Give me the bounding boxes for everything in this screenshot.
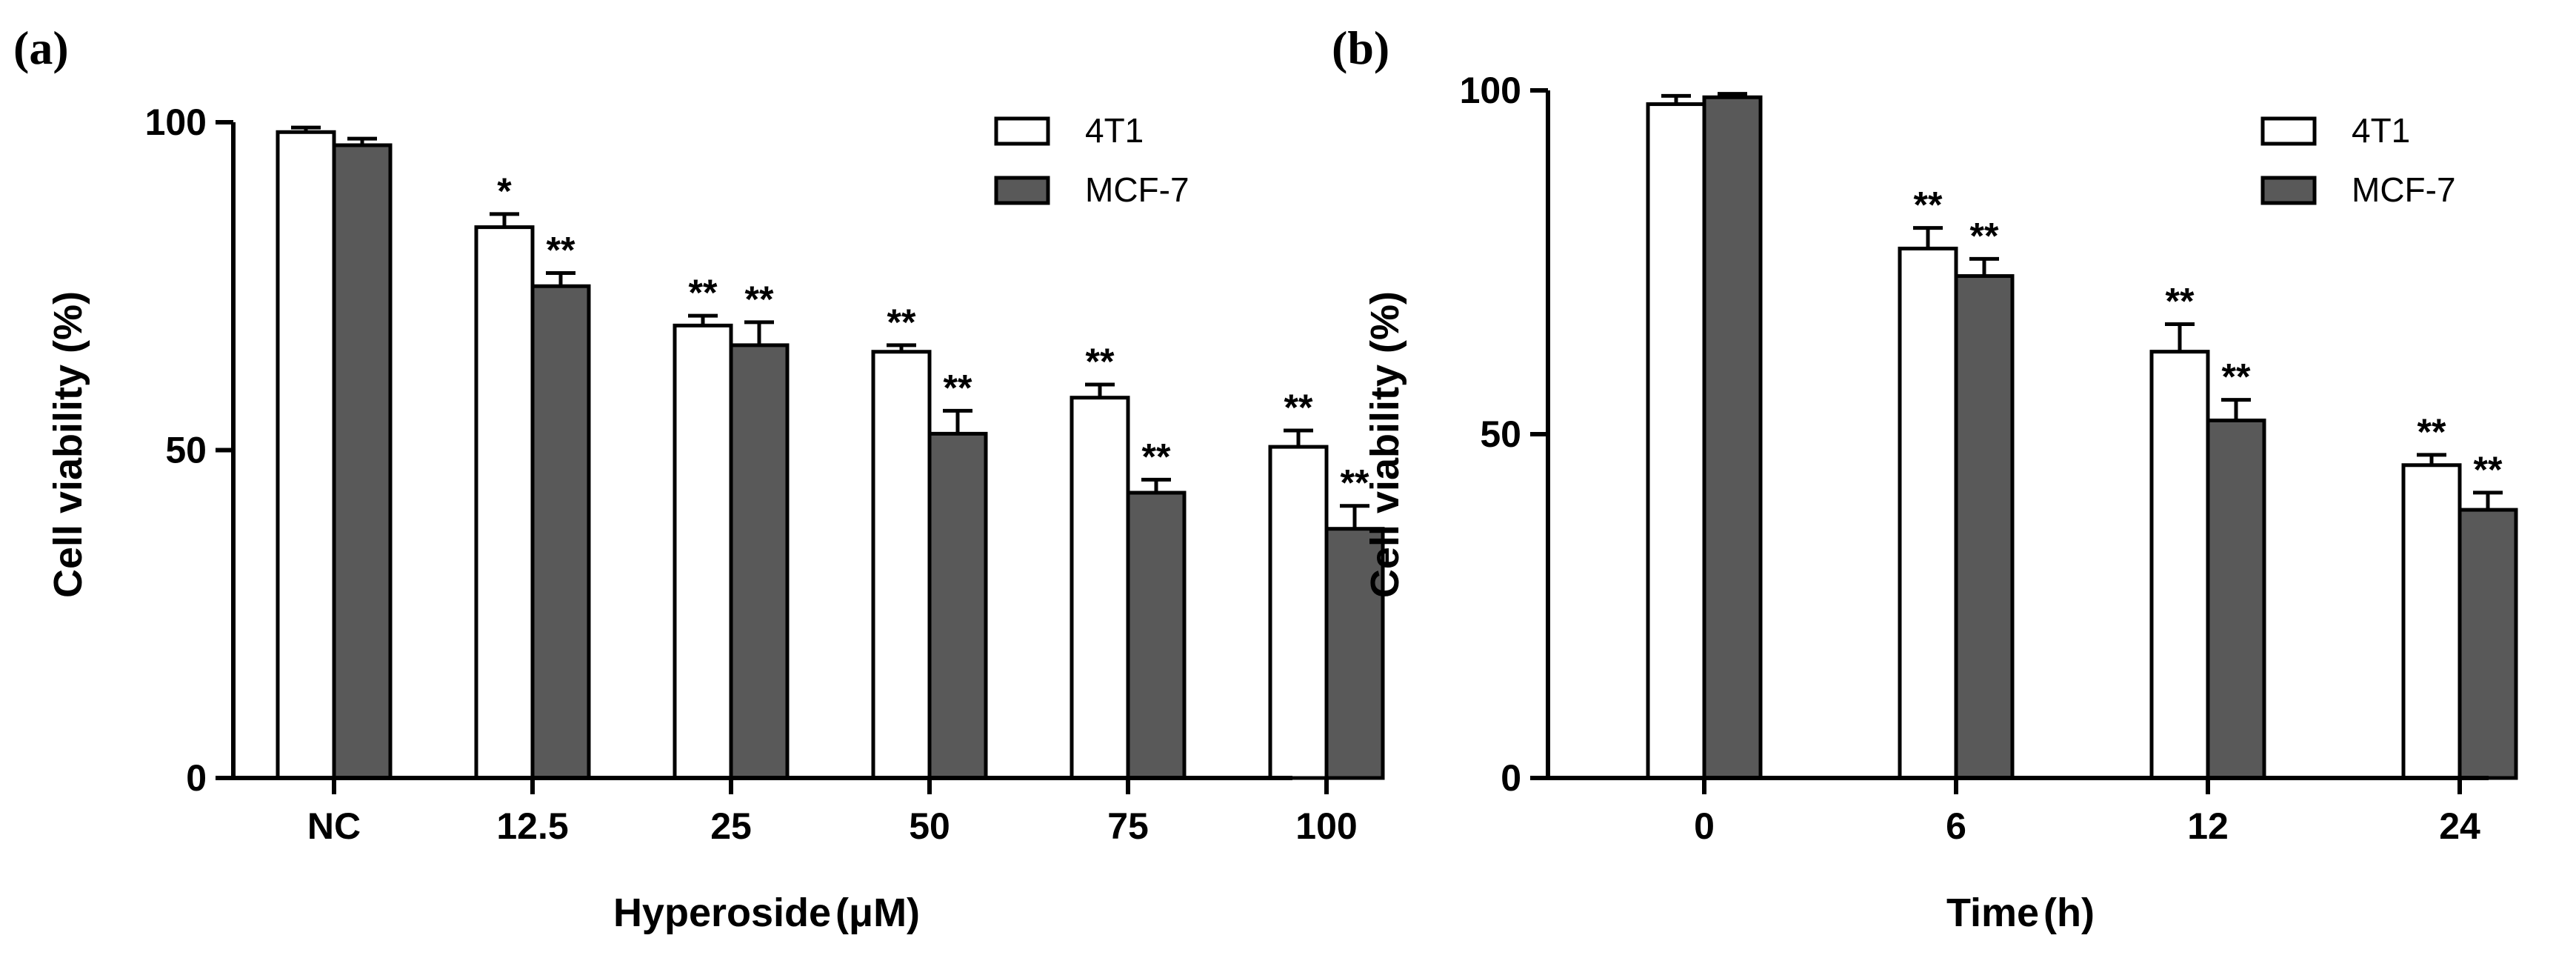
panel-a-y-axis-title: Cell viability (%) [46, 291, 90, 598]
panel-a-bar-mcf-7-3 [927, 431, 988, 780]
panel-b-significance-4t1-1: ** [1914, 184, 1943, 226]
panel-a-significance-4t1-3: ** [887, 302, 916, 343]
panel-b-bar-mcf-7-1 [1954, 274, 2015, 780]
panel-a-bar-4t1-0 [276, 130, 336, 780]
panel-a-y-tick-label-1: 50 [165, 430, 207, 471]
panel-a-x-tick-label-1: 12.5 [496, 805, 568, 847]
panel-b-x-axis-title-name: Time [1946, 891, 2039, 935]
panel-b-x-tick-label-1: 6 [1946, 805, 1966, 847]
panel-b-bar-mcf-7-2 [2206, 418, 2266, 780]
panel-a-significance-mcf-7-1: ** [547, 230, 575, 271]
panel-a-significance-mcf-7-4: ** [1142, 436, 1171, 477]
panel-b-bar-4t1-0 [1646, 102, 1706, 780]
panel-b-significance-mcf-7-1: ** [1970, 215, 1999, 256]
panel-b-bar-mcf-7-0 [1702, 95, 1763, 780]
panel-a-bar-mcf-7-5 [1324, 527, 1385, 780]
panel-a-legend-label-mcf-7: MCF-7 [1085, 170, 1189, 209]
panel-b-x-tick-label-2: 12 [2187, 805, 2229, 847]
panel-b-bar-4t1-3 [2401, 463, 2462, 780]
panel-a-significance-4t1-5: ** [1284, 387, 1313, 428]
panel-b-significance-4t1-3: ** [2417, 411, 2446, 453]
panel-a-bar-4t1-5 [1268, 445, 1329, 780]
panel-a-bar-4t1-2 [673, 323, 733, 780]
panel-a-legend-label-4t1: 4T1 [1085, 111, 1144, 150]
panel-b-legend-label-4t1: 4T1 [2352, 111, 2410, 150]
panel-a-y-tick-label-2: 100 [145, 102, 207, 143]
panel-a-legend-swatch-4t1 [994, 116, 1050, 146]
panel-a-bar-4t1-4 [1070, 396, 1130, 780]
panel-a-x-tick-label-0: NC [307, 805, 361, 847]
panel-b-y-axis-title: Cell viability (%) [1363, 291, 1407, 598]
panel-a-x-axis-title: Hyperoside (μM) [613, 891, 920, 935]
panel-a-x-axis-title-name: Hyperoside [613, 891, 831, 935]
panel-a-x-tick-label-4: 75 [1107, 805, 1149, 847]
panel-b-legend-label-mcf-7: MCF-7 [2352, 170, 2456, 209]
panel-b-x-tick-label-3: 24 [2439, 805, 2480, 847]
panel-b-bar-4t1-2 [2149, 350, 2210, 780]
panel-a-significance-mcf-7-2: ** [745, 279, 774, 320]
panel-a-bar-mcf-7-0 [332, 143, 393, 780]
panel-b-x-axis-title-unit: (h) [2043, 891, 2095, 935]
panel-a-x-tick-label-5: 100 [1295, 805, 1357, 847]
panel-b-x-tick-label-0: 0 [1694, 805, 1715, 847]
panel-b-label: (b) [1332, 21, 1389, 74]
panel-b-legend-swatch-mcf-7 [2260, 176, 2317, 205]
panel-a-significance-mcf-7-5: ** [1341, 462, 1369, 504]
panel-b-legend-swatch-4t1 [2260, 116, 2317, 146]
panel-b-significance-mcf-7-3: ** [2474, 449, 2503, 491]
panel-a-y-tick-label-0: 0 [186, 757, 207, 799]
panel-a-bar-mcf-7-2 [729, 343, 790, 780]
panel-a-x-axis-title-unit: (μM) [835, 891, 920, 935]
panel-a-bar-4t1-3 [871, 350, 932, 780]
panel-a-significance-4t1-1: * [497, 170, 512, 212]
panel-a-bar-4t1-1 [474, 225, 535, 780]
panel-a-significance-4t1-4: ** [1086, 341, 1115, 382]
panel-a-significance-mcf-7-3: ** [944, 367, 972, 408]
panel-a-significance-4t1-2: ** [689, 272, 718, 313]
panel-b-y-tick-label-0: 0 [1501, 757, 1521, 799]
panel-a-x-tick-label-2: 25 [710, 805, 752, 847]
panel-a-bar-mcf-7-4 [1126, 491, 1187, 780]
panel-b-y-tick-label-1: 50 [1480, 413, 1521, 455]
panel-b-significance-mcf-7-2: ** [2222, 356, 2251, 398]
panel-b-y-tick-label-2: 100 [1460, 70, 1521, 111]
panel-a-bar-mcf-7-1 [530, 284, 591, 780]
panel-a-x-tick-label-3: 50 [909, 805, 950, 847]
panel-a-label: (a) [13, 21, 69, 74]
panel-b-x-axis-title: Time (h) [1946, 891, 2095, 935]
panel-b-bar-mcf-7-3 [2457, 508, 2518, 780]
panel-b-significance-4t1-2: ** [2166, 281, 2195, 322]
panel-b-bar-4t1-1 [1898, 246, 1958, 780]
panel-a-legend-swatch-mcf-7 [994, 176, 1050, 205]
